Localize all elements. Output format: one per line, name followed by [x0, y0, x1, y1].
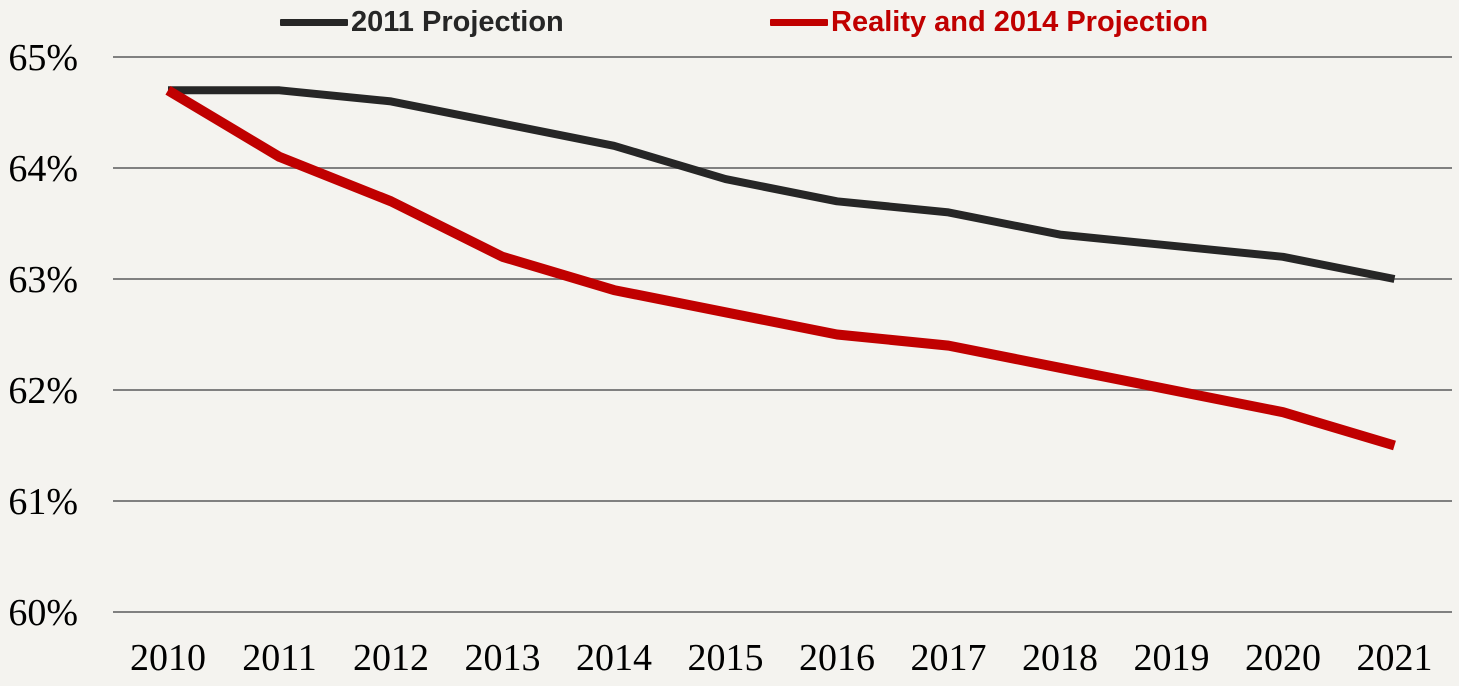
x-tick-label-2017: 2017: [911, 637, 987, 679]
y-tick-label-62: 62%: [8, 370, 78, 412]
series-line-reality-and-2014-projection: [165, 86, 1396, 451]
x-tick-label-2012: 2012: [353, 637, 429, 679]
y-tick-label-64: 64%: [8, 148, 78, 190]
x-tick-label-2020: 2020: [1245, 637, 1321, 679]
x-tick-label-2014: 2014: [576, 637, 652, 679]
x-tick-label-2018: 2018: [1022, 637, 1098, 679]
x-tick-label-2016: 2016: [799, 637, 875, 679]
x-tick-label-2011: 2011: [242, 637, 317, 679]
series-line-2011-projection: [168, 86, 1396, 283]
x-tick-label-2015: 2015: [688, 637, 764, 679]
x-tick-label-2021: 2021: [1357, 637, 1433, 679]
x-tick-label-2019: 2019: [1134, 637, 1210, 679]
y-tick-label-60: 60%: [8, 592, 78, 634]
x-tick-label-2013: 2013: [465, 637, 541, 679]
y-tick-label-61: 61%: [8, 481, 78, 523]
y-tick-label-65: 65%: [8, 37, 78, 79]
x-tick-label-2010: 2010: [130, 637, 206, 679]
y-tick-label-63: 63%: [8, 259, 78, 301]
